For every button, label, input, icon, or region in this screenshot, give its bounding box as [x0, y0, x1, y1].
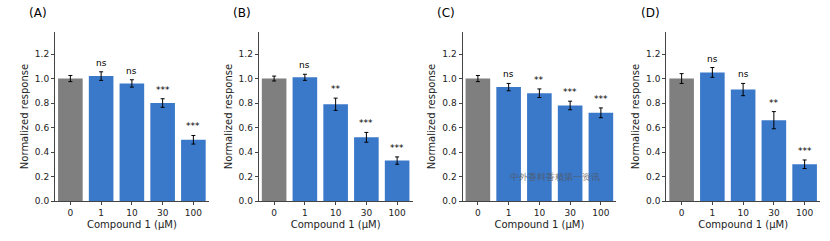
svg-text:ns: ns [126, 66, 137, 76]
svg-text:Normalized response: Normalized response [630, 64, 641, 169]
svg-text:Normalized response: Normalized response [19, 64, 30, 169]
svg-text:**: ** [769, 98, 779, 108]
svg-text:10: 10 [737, 208, 749, 218]
svg-text:***: *** [156, 85, 170, 95]
svg-text:ns: ns [707, 54, 718, 64]
svg-text:0.0: 0.0 [35, 196, 50, 206]
svg-text:**: ** [331, 84, 341, 94]
svg-text:***: *** [563, 87, 577, 97]
svg-text:ns: ns [96, 58, 107, 68]
svg-text:ns: ns [503, 69, 514, 79]
svg-text:0.2: 0.2 [35, 172, 49, 182]
svg-text:30: 30 [157, 208, 169, 218]
svg-text:中外香料香精第一资讯: 中外香料香精第一资讯 [510, 172, 600, 182]
svg-text:(C): (C) [437, 6, 455, 20]
svg-text:Compound 1 (μM): Compound 1 (μM) [291, 219, 381, 230]
svg-text:1: 1 [302, 208, 308, 218]
svg-text:0.6: 0.6 [239, 123, 254, 133]
svg-text:0.8: 0.8 [442, 98, 457, 108]
svg-text:100: 100 [389, 208, 406, 218]
svg-text:1.0: 1.0 [442, 74, 457, 84]
svg-text:10: 10 [534, 208, 546, 218]
svg-text:***: *** [186, 121, 200, 131]
svg-text:0.4: 0.4 [35, 147, 50, 157]
svg-text:0.8: 0.8 [646, 98, 661, 108]
svg-text:0.8: 0.8 [35, 98, 50, 108]
svg-text:1: 1 [710, 208, 716, 218]
svg-text:10: 10 [330, 208, 342, 218]
svg-text:1.0: 1.0 [239, 74, 254, 84]
svg-text:Normalized response: Normalized response [426, 64, 437, 169]
svg-text:Compound 1 (μM): Compound 1 (μM) [494, 219, 584, 230]
svg-text:***: *** [798, 146, 812, 156]
svg-text:100: 100 [796, 208, 813, 218]
svg-text:**: ** [534, 75, 544, 85]
svg-text:0.4: 0.4 [239, 147, 254, 157]
svg-text:Compound 1 (μM): Compound 1 (μM) [87, 219, 177, 230]
svg-text:(A): (A) [29, 6, 47, 20]
svg-text:0.6: 0.6 [646, 123, 661, 133]
svg-text:0.0: 0.0 [239, 196, 254, 206]
svg-text:1.2: 1.2 [442, 49, 456, 59]
svg-text:0.2: 0.2 [239, 172, 253, 182]
svg-text:1: 1 [506, 208, 512, 218]
svg-text:1.2: 1.2 [239, 49, 253, 59]
svg-text:0.0: 0.0 [442, 196, 457, 206]
svg-text:0: 0 [271, 208, 277, 218]
svg-text:0: 0 [679, 208, 685, 218]
svg-text:ns: ns [299, 60, 310, 70]
svg-text:0.2: 0.2 [646, 172, 660, 182]
svg-text:1.2: 1.2 [35, 49, 49, 59]
svg-text:30: 30 [768, 208, 780, 218]
svg-text:0.6: 0.6 [35, 123, 50, 133]
svg-text:***: *** [390, 143, 404, 153]
svg-text:0.4: 0.4 [442, 147, 457, 157]
svg-text:0: 0 [68, 208, 74, 218]
svg-text:1: 1 [98, 208, 104, 218]
svg-text:(B): (B) [233, 6, 251, 20]
svg-text:0.6: 0.6 [442, 123, 457, 133]
svg-text:1.0: 1.0 [646, 74, 661, 84]
svg-text:0.4: 0.4 [646, 147, 661, 157]
svg-text:0.0: 0.0 [646, 196, 661, 206]
svg-text:10: 10 [126, 208, 138, 218]
svg-text:1.0: 1.0 [35, 74, 50, 84]
svg-text:1.2: 1.2 [646, 49, 660, 59]
svg-text:100: 100 [592, 208, 609, 218]
svg-text:0.2: 0.2 [442, 172, 456, 182]
svg-text:0.8: 0.8 [239, 98, 254, 108]
svg-text:30: 30 [361, 208, 373, 218]
svg-text:(D): (D) [641, 6, 660, 20]
svg-text:ns: ns [738, 69, 749, 79]
svg-text:***: *** [594, 94, 608, 104]
svg-text:100: 100 [185, 208, 202, 218]
svg-text:Compound 1 (μM): Compound 1 (μM) [698, 219, 788, 230]
svg-text:***: *** [359, 118, 373, 128]
svg-text:30: 30 [564, 208, 576, 218]
svg-text:0: 0 [475, 208, 481, 218]
svg-text:Normalized response: Normalized response [223, 64, 234, 169]
